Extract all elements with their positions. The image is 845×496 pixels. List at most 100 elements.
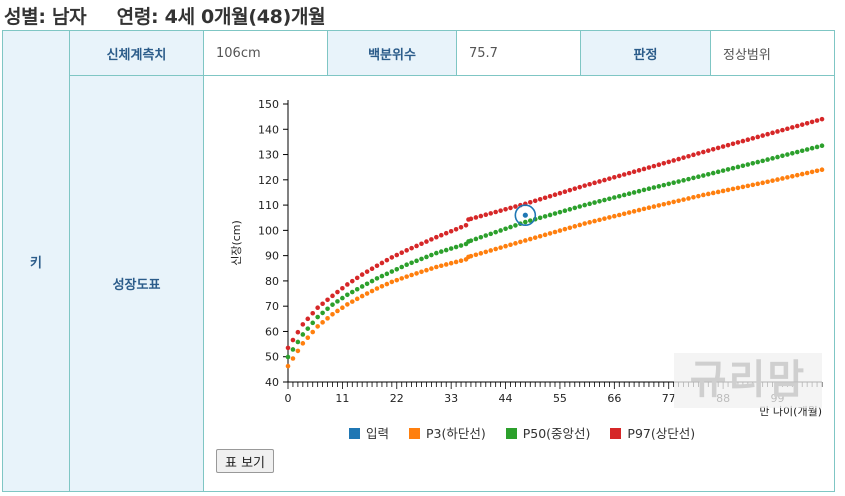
series-point-p3 xyxy=(557,228,563,233)
series-point-p3 xyxy=(765,179,770,185)
series-point-p97 xyxy=(409,245,414,251)
series-point-p97 xyxy=(621,172,627,177)
series-point-p3 xyxy=(567,225,573,231)
series-point-p3 xyxy=(547,231,553,236)
series-point-p3 xyxy=(701,192,706,198)
series-point-p97 xyxy=(503,206,508,212)
x-tick-label: 22 xyxy=(390,392,404,405)
series-point-p50 xyxy=(359,284,365,289)
series-point-p97 xyxy=(310,310,316,316)
series-point-p97 xyxy=(804,120,810,126)
series-point-p3 xyxy=(300,341,306,346)
series-point-p97 xyxy=(641,166,647,172)
legend-label-p50: P50(중앙선) xyxy=(522,426,591,441)
series-point-p97 xyxy=(340,285,345,291)
series-point-p50 xyxy=(379,273,385,279)
series-point-p97 xyxy=(335,289,340,295)
series-point-p50 xyxy=(384,271,390,277)
y-tick-label: 60 xyxy=(265,325,279,338)
series-point-p50 xyxy=(364,281,370,287)
series-point-p3 xyxy=(345,302,350,307)
watermark: 규리맘 xyxy=(674,353,822,408)
series-point-p3 xyxy=(799,171,805,177)
series-point-p3 xyxy=(453,259,459,265)
row-head-height: 키 xyxy=(2,30,70,492)
series-point-p50 xyxy=(414,258,419,264)
series-point-p3 xyxy=(498,245,503,250)
series-point-p97 xyxy=(364,269,370,274)
series-point-p50 xyxy=(394,266,400,272)
series-point-p3 xyxy=(473,252,479,258)
series-point-p97 xyxy=(745,137,751,142)
series-point-p97 xyxy=(414,243,419,249)
series-point-p50 xyxy=(523,219,528,225)
series-point-p97 xyxy=(473,215,479,220)
series-point-p3 xyxy=(414,271,419,276)
series-point-p3 xyxy=(429,266,434,271)
legend-item-p50: P50(중앙선) xyxy=(505,423,591,442)
series-point-p97 xyxy=(770,130,775,136)
series-point-p50 xyxy=(770,156,775,161)
y-tick-label: 110 xyxy=(258,199,279,212)
series-point-p50 xyxy=(438,249,444,254)
input-marker-ring xyxy=(514,204,537,226)
series-point-p97 xyxy=(785,126,790,132)
series-point-p3 xyxy=(804,170,810,176)
series-point-p50 xyxy=(320,310,325,316)
series-point-p3 xyxy=(592,218,597,224)
series-point-p50 xyxy=(785,152,790,157)
series-point-p97 xyxy=(582,183,587,188)
series-point-p3 xyxy=(616,212,622,218)
series-point-p3 xyxy=(626,210,632,215)
series-point-p50 xyxy=(607,196,612,202)
series-point-p3 xyxy=(340,305,345,310)
series-point-p50 xyxy=(804,147,810,152)
series-point-p3 xyxy=(518,239,523,245)
series-point-p50 xyxy=(745,162,751,167)
series-point-p50 xyxy=(508,224,513,230)
series-point-p3 xyxy=(364,291,370,296)
series-point-p50 xyxy=(715,169,721,175)
series-point-p97 xyxy=(710,146,716,152)
series-point-p50 xyxy=(597,199,602,204)
series-point-p3 xyxy=(483,249,489,255)
series-point-p50 xyxy=(641,187,647,193)
series-point-p3 xyxy=(335,308,340,314)
series-point-p97 xyxy=(429,237,434,242)
legend-item-p3: P3(하단선) xyxy=(409,423,486,442)
series-point-p50 xyxy=(434,250,439,256)
series-point-p3 xyxy=(478,251,484,256)
series-point-p3 xyxy=(419,269,424,275)
series-point-p97 xyxy=(607,176,612,181)
legend-swatch-input xyxy=(349,428,360,439)
series-point-p50 xyxy=(547,212,553,218)
y-tick-label: 90 xyxy=(265,250,279,263)
series-point-p3 xyxy=(740,184,746,190)
series-point-p50 xyxy=(755,159,761,165)
series-point-p50 xyxy=(577,204,583,209)
series-point-p50 xyxy=(572,205,578,211)
series-point-p97 xyxy=(666,159,672,165)
series-point-p97 xyxy=(646,165,652,170)
series-point-p3 xyxy=(621,211,627,217)
series-point-p50 xyxy=(458,243,464,248)
series-point-p97 xyxy=(760,133,765,138)
series-point-p50 xyxy=(399,264,405,270)
series-point-p97 xyxy=(458,224,464,230)
series-point-p3 xyxy=(814,168,820,174)
series-point-p3 xyxy=(676,198,681,204)
series-point-p50 xyxy=(794,149,800,155)
series-point-p3 xyxy=(305,335,311,340)
series-point-p97 xyxy=(552,192,558,198)
series-point-p50 xyxy=(473,236,479,242)
series-point-p97 xyxy=(562,189,568,194)
view-table-button[interactable]: 표 보기 xyxy=(216,449,275,473)
series-point-p97 xyxy=(720,144,726,149)
series-point-p97 xyxy=(686,153,691,159)
series-point-p3 xyxy=(523,238,528,243)
series-point-p50 xyxy=(300,332,306,337)
series-point-p3 xyxy=(785,175,790,180)
series-point-p97 xyxy=(691,152,696,158)
x-tick-label: 11 xyxy=(335,392,349,405)
series-point-p97 xyxy=(384,257,390,263)
